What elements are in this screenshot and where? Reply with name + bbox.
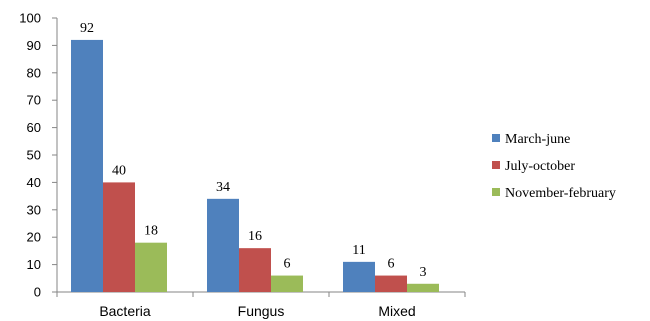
data-label: 16 xyxy=(248,229,262,244)
bar xyxy=(207,198,239,292)
bar xyxy=(239,248,271,292)
y-tick-label: 10 xyxy=(27,257,41,272)
bar xyxy=(103,182,135,292)
bar xyxy=(71,39,103,292)
y-axis: 0 10 20 30 40 50 60 70 80 90 100 xyxy=(19,11,58,300)
y-tick-label: 60 xyxy=(27,120,41,135)
bar xyxy=(343,261,375,292)
legend-label: July-october xyxy=(505,159,575,174)
data-label: 34 xyxy=(216,180,230,195)
bar xyxy=(375,275,407,292)
data-label: 40 xyxy=(112,163,126,178)
y-tick-label: 0 xyxy=(34,285,41,300)
y-tick-label: 100 xyxy=(19,11,41,26)
x-tick-label: Fungus xyxy=(238,303,285,319)
y-tick-label: 80 xyxy=(27,65,41,80)
data-label: 11 xyxy=(352,243,365,258)
x-tick-label: Mixed xyxy=(378,303,415,319)
legend-swatch xyxy=(492,161,500,169)
y-tick-label: 20 xyxy=(27,230,41,245)
y-tick-label: 40 xyxy=(27,175,41,190)
bar xyxy=(135,242,167,292)
data-label: 6 xyxy=(388,257,395,272)
bar xyxy=(407,283,439,292)
data-label: 3 xyxy=(420,265,427,280)
data-label: 92 xyxy=(80,21,94,36)
bar xyxy=(271,275,303,292)
bars xyxy=(71,39,439,292)
x-axis: Bacteria Fungus Mixed xyxy=(56,291,466,319)
legend-swatch xyxy=(492,188,500,196)
legend-label: March-june xyxy=(505,132,570,147)
data-labels: 92 34 11 40 16 6 18 6 3 xyxy=(80,21,427,280)
legend-swatch xyxy=(492,134,500,142)
data-label: 6 xyxy=(284,257,291,272)
legend-label: November-february xyxy=(505,186,616,201)
y-tick-label: 90 xyxy=(27,38,41,53)
y-tick-label: 70 xyxy=(27,93,41,108)
x-tick-label: Bacteria xyxy=(99,303,151,319)
y-tick-label: 50 xyxy=(27,148,41,163)
legend: March-june July-october November-february xyxy=(492,132,616,201)
y-tick-label: 30 xyxy=(27,202,41,217)
data-label: 18 xyxy=(144,224,158,239)
